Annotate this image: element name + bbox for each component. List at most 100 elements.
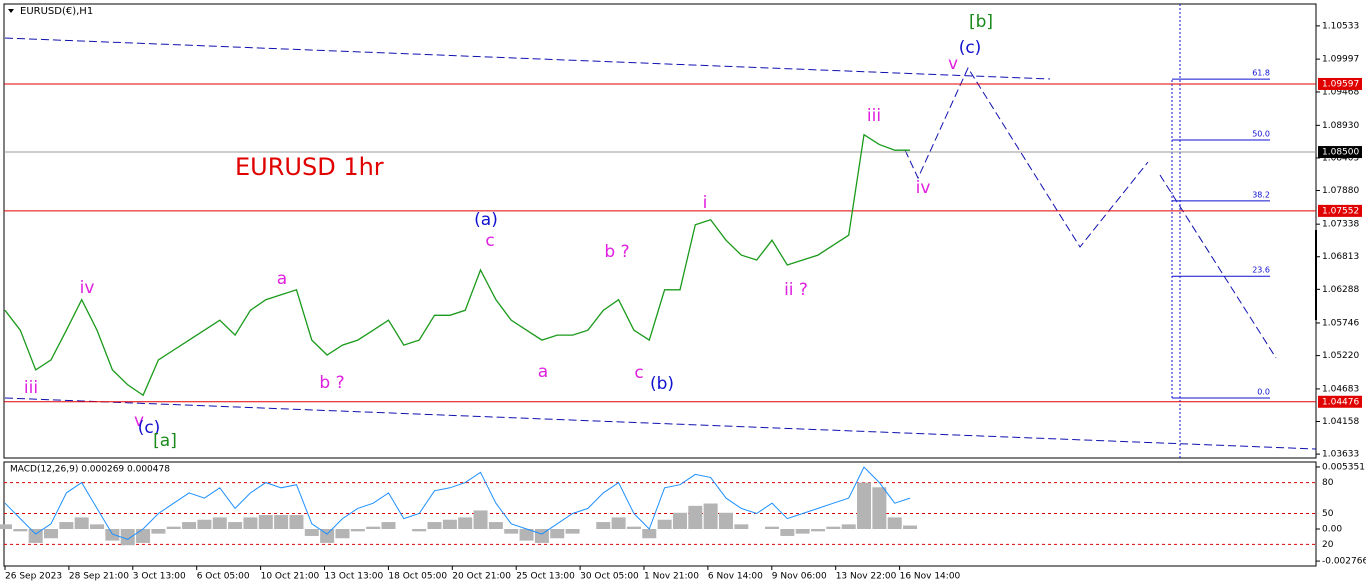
osc-level-label: 20	[1322, 540, 1334, 550]
x-tick-label: 6 Nov 14:00	[708, 572, 763, 582]
macd-bar	[274, 515, 289, 530]
macd-bar	[565, 529, 580, 534]
indicator-tick-label: -0.002766	[1322, 557, 1366, 567]
macd-bar	[13, 529, 28, 532]
fib-label: 61.8	[1252, 69, 1270, 78]
price-level-label: 1.09597	[1322, 79, 1359, 89]
wave-label: (b)	[650, 374, 674, 394]
macd-bar	[412, 529, 427, 532]
macd-bar	[887, 517, 902, 530]
y-tick-label: 1.05746	[1322, 318, 1359, 328]
x-tick-label: 26 Sep 2023	[5, 572, 62, 582]
macd-bar	[442, 519, 457, 530]
x-tick-label: 1 Nov 21:00	[644, 572, 699, 582]
macd-bar	[811, 529, 826, 532]
price-level-box	[1318, 146, 1362, 159]
macd-bar	[504, 529, 519, 534]
macd-bar	[335, 529, 350, 539]
fib-label: 23.6	[1252, 266, 1270, 275]
macd-bar	[519, 529, 534, 541]
wave-label: v	[134, 411, 144, 431]
macd-bar	[166, 526, 181, 530]
macd-bar	[366, 526, 381, 530]
macd-bar	[841, 524, 856, 530]
x-tick-label: 9 Nov 06:00	[772, 572, 827, 582]
wave-label: b ?	[319, 373, 344, 393]
x-tick-label: 18 Oct 05:00	[388, 572, 447, 582]
y-tick-label: 1.07338	[1322, 220, 1359, 230]
wave-label: ii ?	[784, 280, 808, 300]
macd-bar	[642, 529, 657, 539]
x-tick-label: 13 Nov 22:00	[836, 572, 897, 582]
indicator-label: MACD(12,26,9) 0.000269 0.000478	[10, 465, 170, 475]
wave-label: a	[277, 269, 287, 289]
indicator-tick-label: 0.005351	[1322, 462, 1365, 472]
x-tick-label: 13 Oct 13:00	[325, 572, 384, 582]
chart-title: EURUSD(€),H1	[20, 6, 93, 17]
fib-label: 38.2	[1252, 190, 1270, 199]
macd-bar	[289, 515, 304, 530]
macd-bar	[427, 522, 442, 530]
macd-bar	[550, 529, 565, 539]
macd-bar	[872, 487, 887, 530]
macd-bar	[120, 529, 135, 546]
macd-bar	[228, 522, 243, 530]
x-tick-label: 6 Oct 05:00	[197, 572, 250, 582]
macd-bar	[688, 505, 703, 530]
osc-level-label: 50	[1322, 509, 1334, 519]
macd-bar	[734, 524, 749, 530]
y-tick-label: 1.03633	[1322, 450, 1359, 460]
y-tick-label: 1.05220	[1322, 351, 1359, 361]
macd-bar	[90, 524, 105, 530]
y-tick-label: 1.07880	[1322, 186, 1359, 196]
wave-label: (a)	[474, 210, 498, 230]
wave-label: c	[485, 231, 494, 251]
x-tick-label: 25 Oct 13:00	[516, 572, 575, 582]
price-level-box	[1318, 204, 1362, 217]
wave-label: b ?	[604, 242, 629, 262]
macd-bar	[59, 522, 74, 530]
macd-bar	[44, 529, 59, 539]
y-tick-label: 1.10533	[1322, 21, 1359, 31]
macd-bar	[780, 529, 795, 536]
wave-label: a	[538, 362, 548, 382]
price-level-label: 1.08500	[1322, 148, 1359, 158]
y-tick-label: 1.06813	[1322, 252, 1359, 262]
macd-bar	[795, 529, 810, 534]
wave-projection-alt	[1159, 174, 1277, 359]
wave-label: [b]	[969, 12, 993, 32]
fib-label: 0.0	[1257, 388, 1270, 397]
wave-label: i	[703, 193, 708, 213]
y-tick-label: 1.09997	[1322, 55, 1359, 65]
macd-bar	[74, 517, 89, 530]
macd-bar	[212, 517, 227, 530]
macd-bar	[320, 529, 335, 543]
macd-bar	[718, 512, 733, 530]
macd-bar	[596, 522, 611, 530]
macd-bar	[28, 529, 43, 543]
macd-bar	[488, 522, 503, 530]
macd-bar	[182, 522, 197, 530]
indicator-tick-label: 0.00	[1322, 525, 1342, 535]
wave-projection	[904, 66, 1149, 248]
wave-label: v	[948, 54, 958, 74]
fib-label: 50.0	[1252, 130, 1270, 139]
macd-bar	[258, 515, 273, 530]
annotation: EURUSD 1hr	[235, 153, 384, 181]
macd-bar	[826, 526, 841, 530]
wave-label: (c)	[959, 38, 982, 58]
x-tick-label: 10 Oct 21:00	[261, 572, 320, 582]
x-tick-label: 20 Oct 21:00	[452, 572, 511, 582]
price-level-box	[1318, 395, 1362, 408]
osc-level-label: 80	[1322, 478, 1334, 488]
macd-bar	[857, 482, 872, 530]
y-tick-label: 1.09468	[1322, 87, 1359, 97]
macd-bar	[903, 525, 918, 530]
price-level-label: 1.04476	[1322, 397, 1359, 407]
price-level-box	[1318, 77, 1362, 90]
wave-label: (c)	[138, 418, 161, 438]
projection-lines	[4, 37, 1317, 450]
